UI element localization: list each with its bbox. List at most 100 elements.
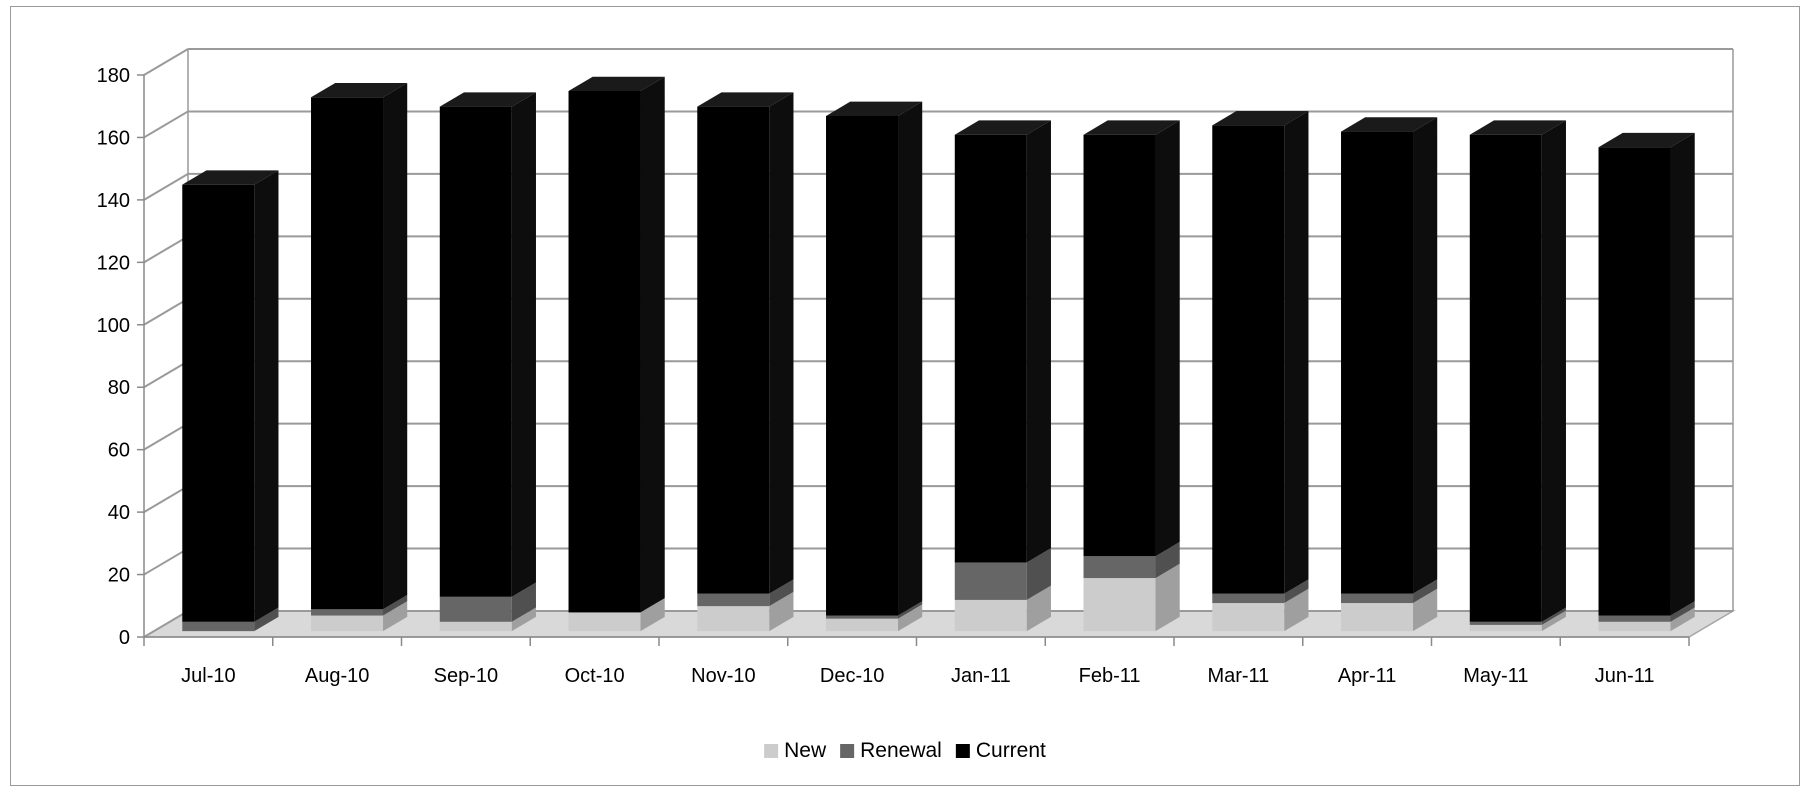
bar-renewal-side (1413, 579, 1438, 604)
y-tick-label: 140 (97, 190, 130, 212)
bar-new-side (769, 591, 794, 632)
bar-current-top (568, 76, 665, 92)
bar-new-front (1083, 578, 1156, 632)
bar-current-top (1212, 111, 1309, 126)
bar-renewal-front (954, 562, 1027, 600)
bar-new-side (1284, 588, 1309, 632)
x-tick-label: Apr-11 (1338, 665, 1397, 687)
x-tick-label: Jul-10 (181, 665, 235, 687)
x-tick-label: Aug-10 (305, 665, 370, 687)
x-tick-label: Nov-10 (691, 665, 755, 687)
bar-new-front (1598, 621, 1671, 632)
bar-new-side (640, 598, 665, 632)
bar-current-top (311, 82, 408, 98)
bar-renewal-front (439, 596, 512, 622)
bar-renewal-side (898, 601, 923, 619)
bar-current-side (511, 92, 536, 597)
bar-new-front (311, 615, 384, 632)
bar-current-side (383, 82, 408, 610)
bar-new-front (439, 621, 512, 632)
y-tick-label: 120 (97, 252, 130, 274)
x-tick-label: Dec-10 (820, 665, 884, 687)
gridline-side (143, 48, 189, 76)
value-axis: 0 20 40 60 80 100 120 140 160 180 (97, 65, 1690, 649)
bar-current-side (1026, 120, 1051, 563)
bar-current-top (182, 170, 279, 185)
bar-new-side (1155, 563, 1180, 632)
y-tick-label: 80 (108, 377, 130, 399)
bar-new-front (1469, 624, 1542, 632)
bar-renewal-side (1155, 541, 1180, 579)
y-tick-label: 60 (108, 440, 130, 462)
bar-new-side (1541, 610, 1566, 632)
bar-current-side (1670, 132, 1695, 616)
bar-current-front (954, 134, 1027, 563)
x-tick-label: Jun-11 (1595, 665, 1655, 687)
legend: New Renewal Current (764, 739, 1046, 762)
bar-renewal-side (769, 579, 794, 607)
legend-swatch-current (955, 744, 970, 758)
bar-renewal-side (1284, 579, 1309, 604)
gridline-side (143, 173, 189, 201)
bar-current-side (254, 170, 279, 622)
bar-renewal-front (1341, 593, 1414, 604)
bar-current-front (826, 115, 899, 616)
bar-current-front (439, 106, 512, 597)
gridline-side (143, 610, 189, 638)
bar-current-front (1469, 134, 1542, 622)
bar-current-top (1598, 132, 1695, 148)
bars (182, 76, 1695, 632)
bar-new-side (898, 604, 923, 632)
bar-current-side (769, 92, 794, 594)
bar-current-front (1598, 147, 1671, 616)
bar-renewal-front (1598, 615, 1671, 622)
y-tick-label: 0 (119, 627, 130, 649)
bar-current-top (1469, 120, 1566, 135)
legend-label-new: New (784, 739, 827, 762)
bar-current-front (311, 97, 384, 610)
y-tick-label: 40 (108, 502, 130, 524)
bar-current-side (1155, 120, 1180, 557)
bar-renewal-side (254, 607, 279, 632)
x-tick-label: Jan-11 (951, 665, 1011, 687)
bar-renewal-side (383, 594, 408, 616)
legend-swatch-new (764, 744, 779, 758)
bar-new-front (697, 606, 770, 632)
gridline-side (143, 547, 189, 576)
y-tick-label: 180 (97, 65, 130, 87)
bar-new-front (1341, 603, 1414, 632)
bar-new-front (954, 599, 1027, 632)
bar-new-side (511, 607, 536, 632)
bar-current-front (1212, 125, 1285, 594)
bar-current-side (1541, 120, 1566, 622)
x-tick-label: Mar-11 (1207, 665, 1269, 687)
bar-current-side (1284, 111, 1309, 594)
bar-new-side (1026, 585, 1051, 632)
y-tick-label: 100 (97, 315, 130, 337)
bar-new-side (1413, 588, 1438, 632)
category-axis: Jul-10 Aug-10 Sep-10 Oct-10 Nov-10 Dec-10 Jan-… (181, 665, 1654, 687)
bar-new-front (568, 612, 641, 632)
y-tick-label: 20 (108, 565, 130, 587)
bar-current-front (182, 184, 255, 622)
x-tick-label: Oct-10 (565, 665, 625, 687)
bar-renewal-side (1026, 548, 1051, 600)
bar-current-front (1083, 134, 1156, 557)
bar-renewal-side (1541, 607, 1566, 625)
bar-current-side (1413, 117, 1438, 594)
legend-swatch-renewal (840, 744, 855, 758)
bar-renewal-side (511, 582, 536, 622)
x-tick-label: Feb-11 (1079, 665, 1141, 687)
bar-current-front (697, 106, 770, 594)
bar-renewal-front (1212, 593, 1285, 604)
gridline-side (143, 360, 189, 389)
gridline-side (143, 235, 189, 264)
bar-renewal-side (1670, 601, 1695, 622)
bar-renewal-front (697, 593, 770, 607)
bar-new-side (1670, 607, 1695, 632)
bar-current-top (1083, 120, 1180, 135)
bar-renewal-front (1469, 621, 1542, 625)
bar-current-side (898, 101, 923, 616)
legend-label-renewal: Renewal (860, 739, 942, 762)
bar-current-front (1341, 131, 1414, 594)
